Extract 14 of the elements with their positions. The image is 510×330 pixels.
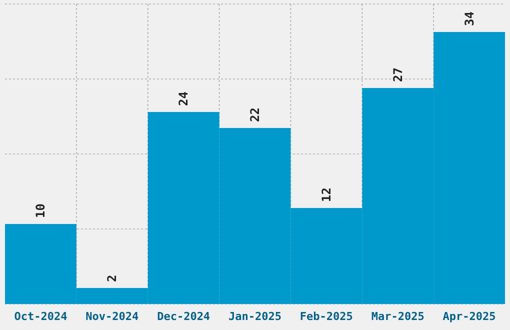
x-tick-label: Oct-2024	[14, 310, 68, 323]
data-label: 2	[105, 274, 120, 282]
data-label: 22	[248, 108, 262, 122]
data-label: 12	[319, 188, 334, 202]
x-tick-label: Dec-2024	[157, 310, 210, 323]
data-label: 24	[176, 92, 191, 106]
x-tick-label: Feb-2025	[300, 310, 353, 323]
x-tick-label: Mar-2025	[371, 310, 424, 323]
x-tick-label: Jan-2025	[228, 310, 282, 323]
data-label: 27	[390, 68, 405, 82]
data-label: 34	[462, 12, 476, 26]
data-label: 10	[34, 204, 48, 218]
x-tick-label: Nov-2024	[86, 310, 140, 323]
x-tick-label: Apr-2025	[442, 310, 496, 323]
